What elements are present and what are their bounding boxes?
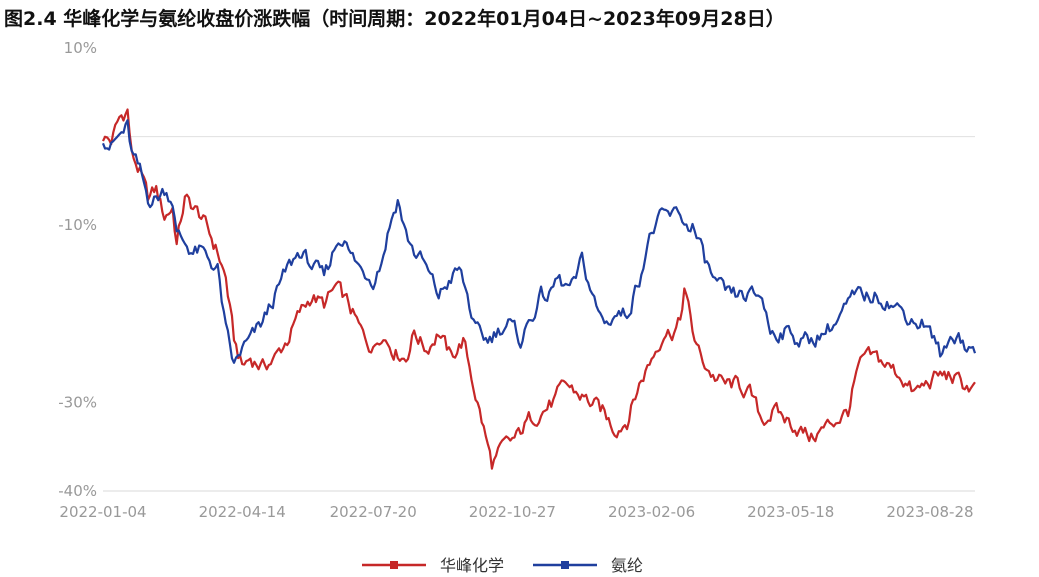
x-tick-label: 2022-04-14 — [199, 503, 286, 521]
x-tick-label: 2022-07-20 — [330, 503, 417, 521]
legend-swatch-marker — [561, 561, 569, 569]
x-tick-label: 2022-01-04 — [59, 503, 146, 521]
y-tick-label: -10% — [58, 216, 97, 234]
legend-item: 华峰化学 — [362, 556, 504, 575]
x-tick-label: 2023-05-18 — [747, 503, 834, 521]
series-line-spandex — [101, 119, 977, 364]
y-tick-label: 10% — [64, 39, 97, 57]
chart-title: 图2.4 华峰化学与氨纶收盘价涨跌幅（时间周期：2022年01月04日~2023… — [4, 8, 785, 30]
x-tick-label: 2022-10-27 — [469, 503, 556, 521]
y-axis-ticks: 10% -10% -30% -40% — [58, 39, 97, 500]
y-tick-label: -30% — [58, 393, 97, 411]
x-axis-ticks: 2022-01-04 2022-04-14 2022-07-20 2022-10-27… — [59, 503, 973, 521]
legend-swatch-marker — [390, 561, 398, 569]
series-line-huafeng — [102, 108, 976, 470]
legend-label: 华峰化学 — [440, 556, 504, 575]
legend-label: 氨纶 — [611, 556, 643, 575]
x-tick-label: 2023-02-06 — [608, 503, 695, 521]
series-layer — [101, 108, 977, 470]
legend-item: 氨纶 — [533, 556, 643, 575]
legend: 华峰化学 氨纶 — [362, 556, 643, 575]
y-tick-label: -40% — [58, 482, 97, 500]
x-tick-label: 2023-08-28 — [886, 503, 973, 521]
